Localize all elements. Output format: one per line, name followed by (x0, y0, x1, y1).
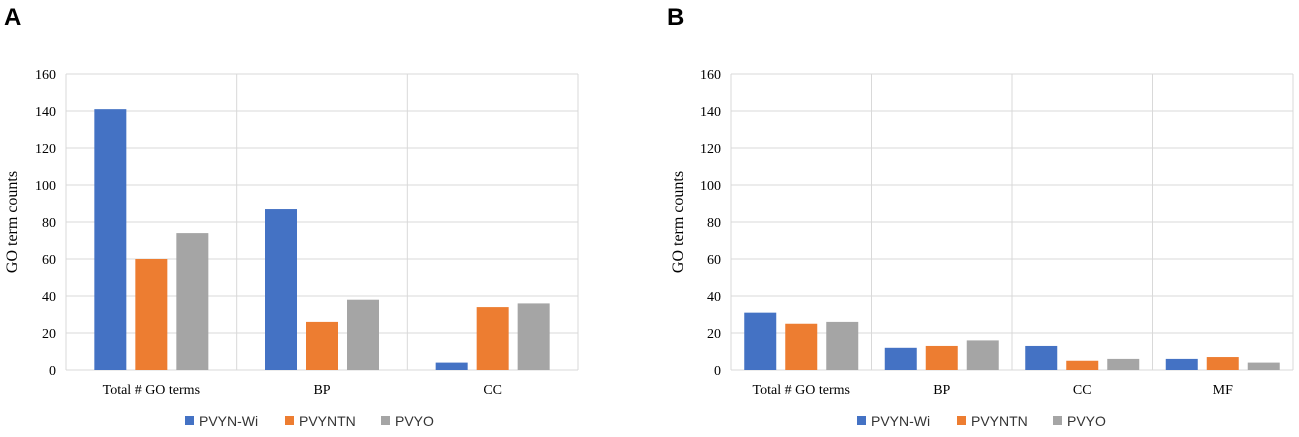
bar-pvyo-cc (1107, 358, 1140, 370)
bar-pvyo-bp (966, 340, 999, 370)
y-tick-label: 100 (35, 179, 56, 194)
y-tick-label: 120 (700, 142, 721, 157)
bar-pvyntn-bp (306, 321, 338, 370)
x-category-label: MF (1213, 383, 1233, 398)
bar-pvyo-mf (1247, 362, 1280, 370)
y-tick-label: 160 (35, 68, 56, 83)
y-tick-label: 40 (707, 290, 721, 305)
bar-pvyo-total-go-terms (176, 233, 209, 370)
bar-pvyn-wi-cc (1025, 345, 1058, 370)
x-category-label: BP (313, 383, 330, 398)
x-category-label: Total # GO terms (753, 383, 850, 398)
y-tick-label: 0 (49, 364, 56, 379)
y-axis-title: GO term counts (4, 171, 21, 273)
y-tick-label: 20 (707, 327, 721, 342)
y-tick-label: 80 (42, 216, 56, 231)
y-tick-label: 140 (700, 105, 721, 120)
x-category-label: Total # GO terms (103, 383, 200, 398)
legend-item: PVYO (381, 413, 434, 429)
legend-item: PVYN-Wi (185, 413, 258, 429)
legend-label: PVYO (1067, 413, 1106, 429)
legend-label: PVYO (395, 413, 434, 429)
bar-pvyn-wi-bp (884, 347, 917, 370)
legend-swatch (381, 416, 390, 425)
y-tick-label: 120 (35, 142, 56, 157)
legend-item: PVYO (1053, 413, 1106, 429)
y-axis-title: GO term counts (670, 171, 687, 273)
legend-item: PVYNTN (285, 413, 356, 429)
y-tick-label: 140 (35, 105, 56, 120)
y-tick-label: 100 (700, 179, 721, 194)
panel-b-chart: B 0 20 40 60 80 100 120 140 160 Total # GO terms B… (667, 4, 1294, 429)
y-tick-label: 160 (700, 68, 721, 83)
bar-pvyntn-cc (1066, 360, 1099, 370)
y-tick-label: 40 (42, 290, 56, 305)
legend-item: PVYN-Wi (857, 413, 930, 429)
legend-label: PVYNTN (971, 413, 1028, 429)
bar-pvyntn-mf (1206, 357, 1239, 370)
bar-pvyn-wi-bp (265, 209, 297, 370)
legend-item: PVYNTN (957, 413, 1028, 429)
legend-label: PVYNTN (299, 413, 356, 429)
bar-pvyo-bp (347, 299, 379, 370)
y-tick-label: 80 (707, 216, 721, 231)
legend-swatch (857, 416, 866, 425)
y-tick-label: 20 (42, 327, 56, 342)
panel-label-a: A (4, 4, 21, 31)
x-category-label: CC (483, 383, 502, 398)
y-tick-label: 60 (707, 253, 721, 268)
panel-label-b: B (667, 4, 684, 31)
bar-pvyntn-total-go-terms (785, 323, 818, 370)
legend-label: PVYN-Wi (199, 413, 258, 429)
x-category-label: BP (933, 383, 950, 398)
legend-swatch (185, 416, 194, 425)
panel-a-chart: A 0 20 40 60 80 100 120 140 160 Total # GO terms B… (4, 4, 579, 429)
bar-pvyn-wi-total-go-terms (744, 312, 777, 370)
y-tick-label: 60 (42, 253, 56, 268)
bar-pvyntn-total-go-terms (135, 259, 168, 370)
bar-pvyntn-cc (476, 307, 509, 370)
legend-swatch (1053, 416, 1062, 425)
legend-swatch (285, 416, 294, 425)
bar-pvyntn-bp (925, 345, 958, 370)
y-tick-label: 0 (714, 364, 721, 379)
bar-pvyo-total-go-terms (826, 321, 859, 370)
legend-swatch (957, 416, 966, 425)
bar-pvyo-cc (517, 303, 550, 370)
bar-pvyn-wi-total-go-terms (94, 109, 127, 371)
x-category-label: CC (1073, 383, 1092, 398)
bar-pvyn-wi-cc (435, 362, 468, 370)
bar-pvyn-wi-mf (1165, 358, 1198, 370)
legend-label: PVYN-Wi (871, 413, 930, 429)
